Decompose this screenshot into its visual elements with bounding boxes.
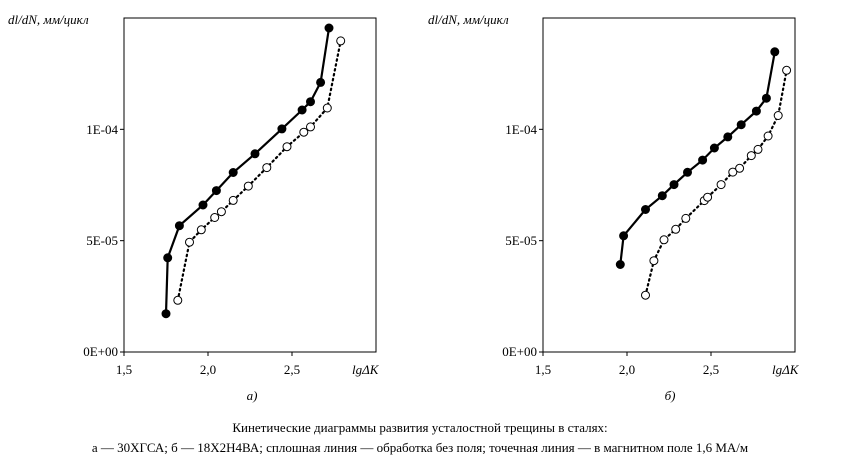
- point-a-1-5: [228, 195, 238, 205]
- point-a-1-7: [262, 163, 272, 173]
- xtick-a-1: 2,0: [200, 362, 216, 377]
- point-b-0-3: [657, 191, 667, 201]
- point-a-0-4: [211, 186, 221, 196]
- point-b-1-13: [773, 111, 783, 120]
- point-b-0-9: [736, 120, 746, 130]
- point-a-1-0: [173, 295, 183, 305]
- point-b-1-9: [735, 163, 745, 173]
- point-a-0-1: [163, 253, 173, 263]
- point-b-1-12: [763, 131, 773, 141]
- point-b-0-10: [751, 106, 761, 116]
- point-a-1-1: [185, 237, 194, 247]
- point-b-1-0: [641, 290, 650, 300]
- point-b-1-8: [728, 167, 738, 177]
- point-b-1-2: [659, 235, 669, 245]
- point-b-1-3: [671, 224, 681, 234]
- xtick-b-1: 2,0: [619, 362, 635, 377]
- caption-line-2: а — 30ХГСА; б — 18Х2Н4ВА; сплошная линия…: [92, 440, 748, 455]
- ytick-a-2: 1E-04: [86, 122, 118, 137]
- panel-label-b: б): [665, 388, 676, 403]
- point-b-0-11: [761, 93, 771, 103]
- point-b-0-2: [641, 205, 650, 214]
- xlabel-a: lgΔK: [352, 362, 380, 377]
- point-a-0-3: [198, 200, 208, 210]
- series-line-b-1: [644, 69, 788, 297]
- point-a-0-0: [161, 309, 171, 319]
- point-a-0-11: [324, 23, 334, 33]
- ytick-b-2: 1E-04: [505, 122, 537, 137]
- point-a-1-9: [299, 127, 309, 137]
- panel-b: dl/dN, мм/цикл lgΔK б) 1,5 2,0 2,5 0E+00…: [428, 12, 800, 403]
- point-a-1-2: [196, 225, 206, 235]
- ytick-b-1: 5E-05: [505, 233, 537, 248]
- plot-frame-b: [542, 17, 796, 353]
- point-b-1-7: [716, 180, 726, 190]
- point-b-0-8: [723, 132, 733, 142]
- point-b-1-4: [681, 213, 691, 223]
- caption-line-1: Кинетические диаграммы развития усталост…: [232, 420, 607, 435]
- point-a-1-4: [216, 207, 226, 217]
- point-b-0-6: [698, 155, 708, 165]
- ytick-a-1: 5E-05: [86, 233, 118, 248]
- point-b-1-1: [649, 256, 659, 266]
- point-b-0-0: [615, 260, 625, 269]
- point-a-0-7: [277, 124, 287, 134]
- point-b-0-1: [619, 231, 629, 241]
- point-a-1-3: [210, 213, 220, 222]
- panel-a: dl/dN, мм/цикл lgΔK а) 1,5 2,0 2,5 0E+00…: [8, 12, 380, 403]
- point-b-1-6: [703, 192, 713, 202]
- series-line-a-1: [176, 39, 342, 302]
- xtick-a-2: 2,5: [284, 362, 300, 377]
- point-b-0-7: [709, 143, 719, 153]
- point-a-0-10: [316, 77, 326, 87]
- series-line-a-0: [164, 26, 331, 315]
- xtick-b-0: 1,5: [535, 362, 551, 377]
- xtick-b-2: 2,5: [703, 362, 719, 377]
- point-a-0-5: [228, 168, 238, 177]
- point-b-0-12: [770, 47, 780, 57]
- point-a-0-6: [250, 149, 260, 159]
- a-marks: [120, 23, 346, 356]
- point-b-1-14: [782, 65, 792, 75]
- plot-frame-a: [123, 17, 377, 353]
- ytick-a-0: 0E+00: [83, 344, 118, 359]
- point-a-1-11: [322, 103, 332, 113]
- point-a-1-10: [306, 122, 315, 132]
- xtick-a-0: 1,5: [116, 362, 132, 377]
- point-a-1-6: [243, 181, 253, 191]
- point-a-0-9: [306, 97, 315, 107]
- point-b-0-5: [683, 167, 692, 177]
- point-a-0-8: [297, 105, 307, 115]
- ylabel-b: dl/dN, мм/цикл: [428, 12, 509, 27]
- b-marks: [539, 47, 792, 356]
- ylabel-a: dl/dN, мм/цикл: [8, 12, 89, 27]
- point-a-1-8: [282, 142, 292, 152]
- xlabel-b: lgΔK: [772, 362, 800, 377]
- point-a-0-2: [174, 221, 184, 231]
- point-b-0-4: [669, 180, 679, 190]
- point-b-1-10: [746, 151, 756, 161]
- panel-label-a: а): [247, 388, 258, 403]
- point-a-1-12: [336, 36, 346, 46]
- point-b-1-11: [753, 144, 763, 154]
- ytick-b-0: 0E+00: [502, 344, 537, 359]
